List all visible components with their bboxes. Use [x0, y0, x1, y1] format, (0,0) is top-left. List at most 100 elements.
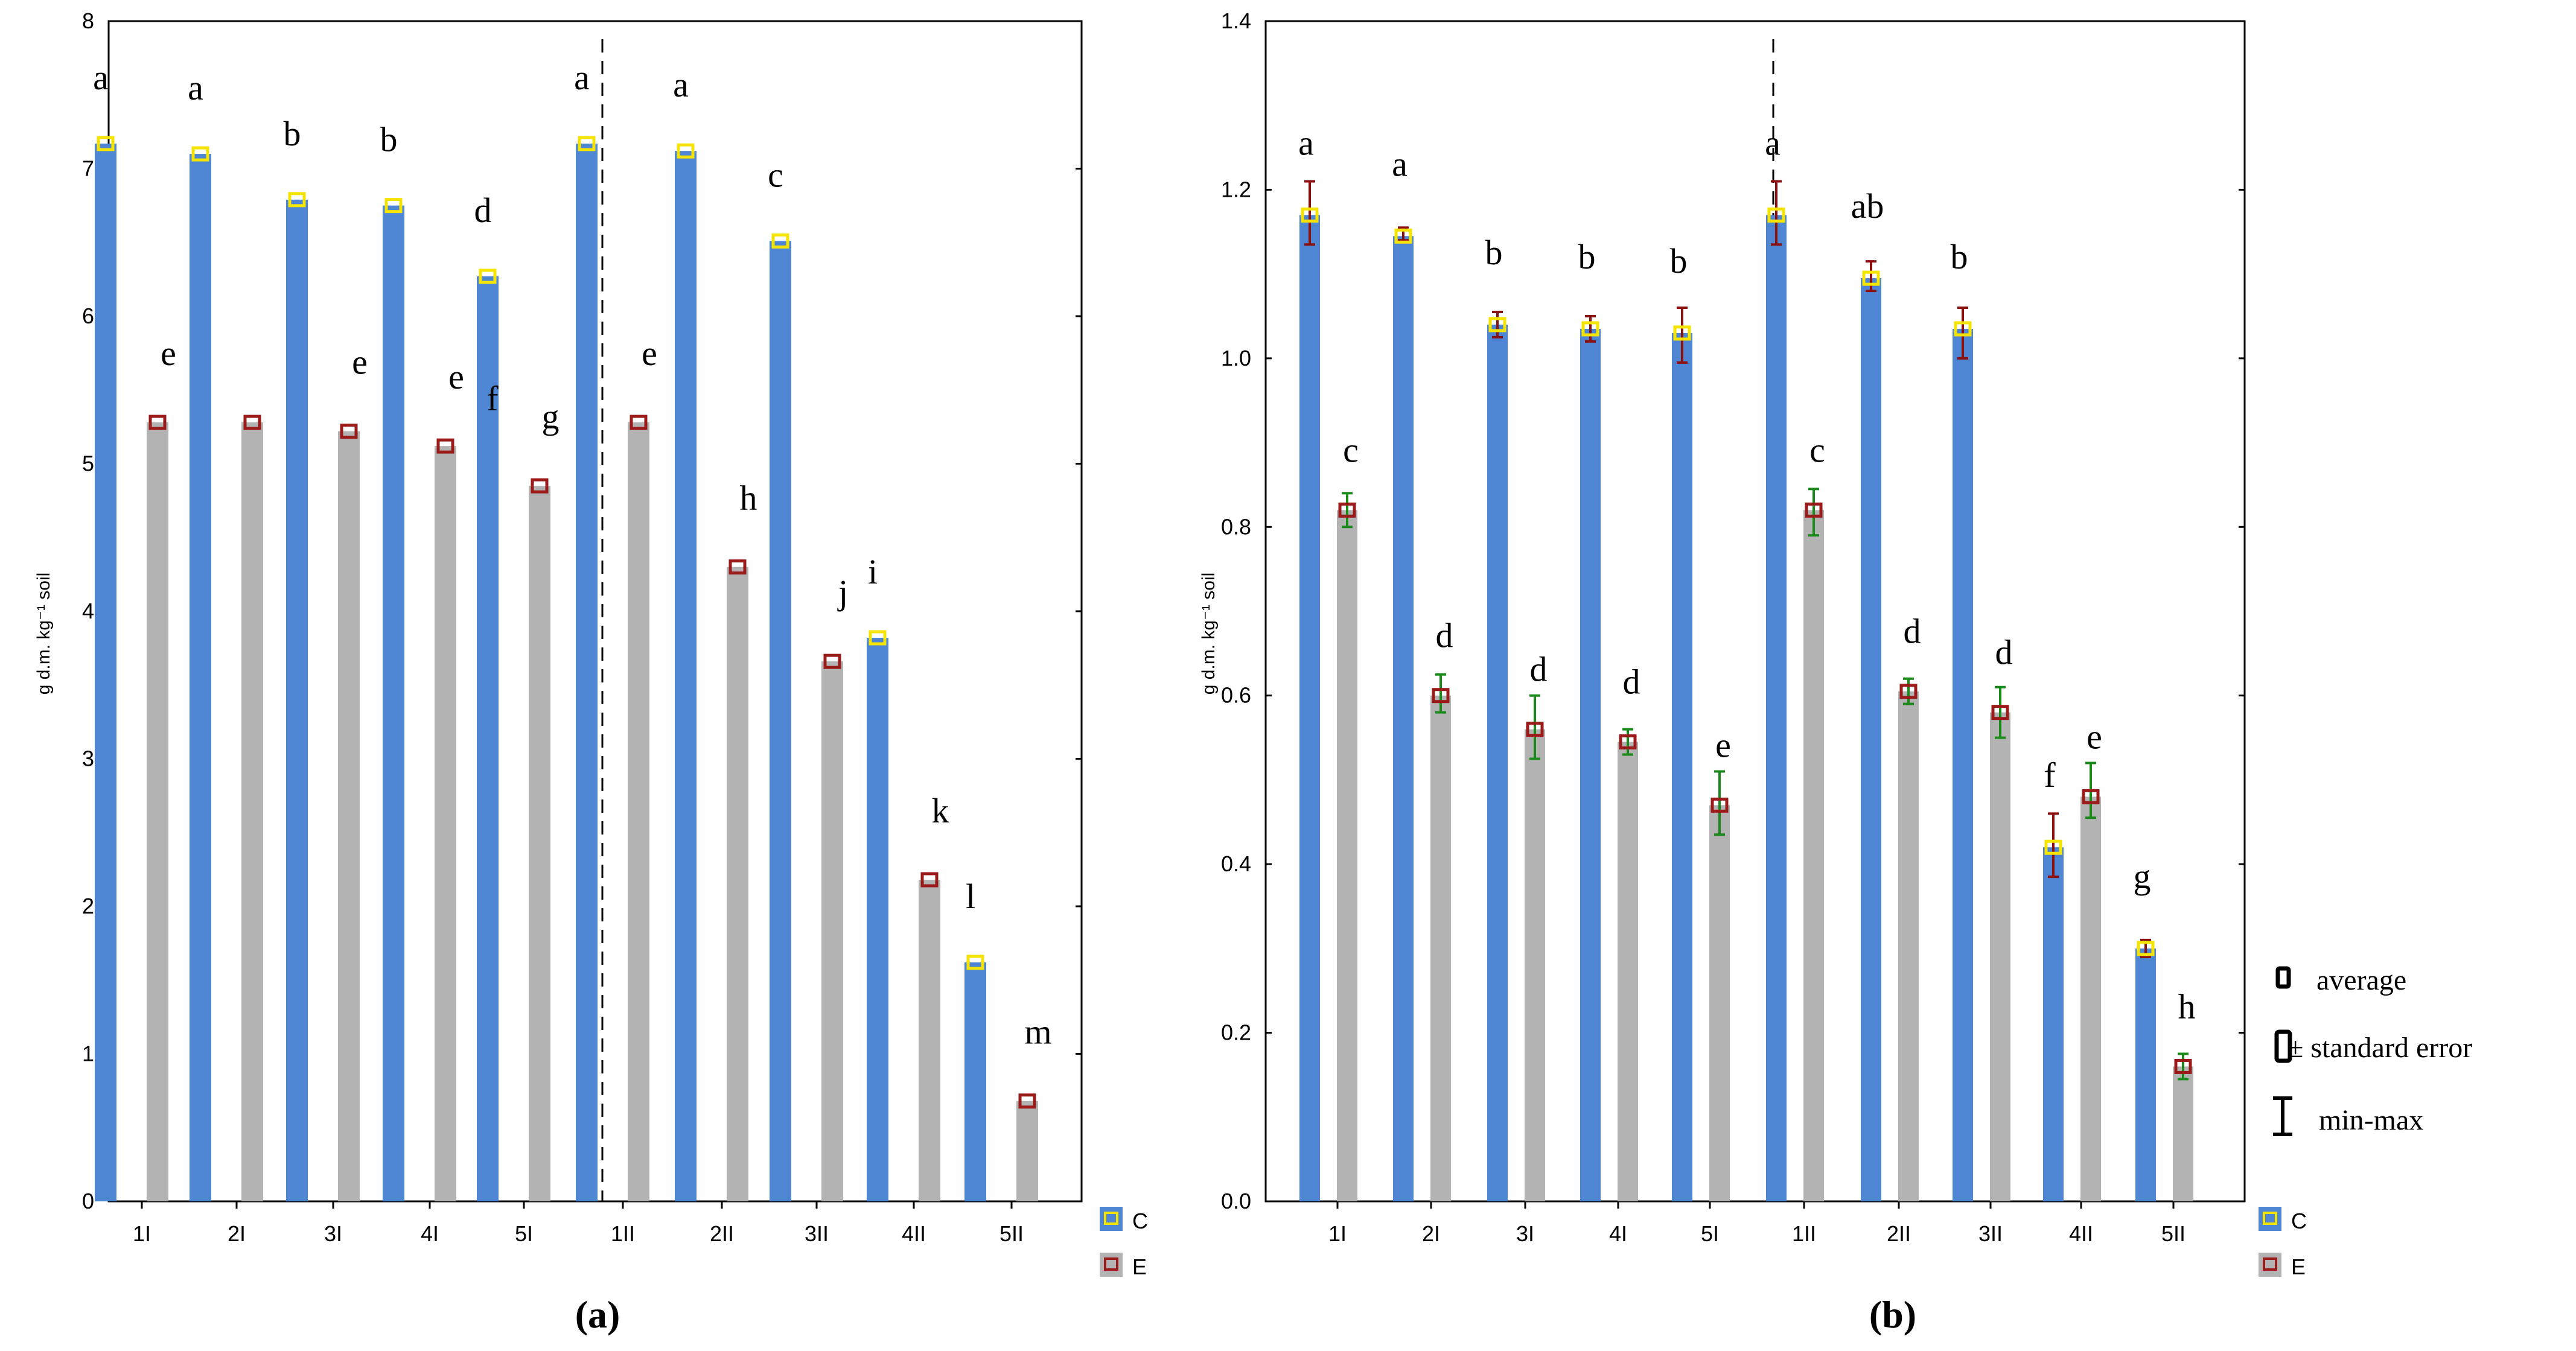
chart-a-group-letter: b — [380, 120, 398, 159]
chart-b-group-letter: a — [1765, 123, 1781, 162]
chart-b-bar-C-4I — [1580, 328, 1601, 1201]
chart-a-avg-marker-C-4I — [384, 198, 403, 214]
chart-b-ylabel: g d.m. kg⁻¹ soil — [1199, 573, 1219, 695]
chart-b-avg-marker-E-2I — [1432, 688, 1450, 704]
chart-b-group-letter: h — [2178, 987, 2196, 1026]
chart-a-avg-marker-C-3II — [771, 233, 789, 249]
chart-b-bar-C-3I — [1487, 324, 1508, 1201]
chart-a-xtick-label: 5I — [515, 1221, 533, 1246]
min-max-icon — [2273, 1096, 2292, 1136]
chart-a-avg-marker-E-3II — [823, 653, 841, 669]
chart-b-ytick-label: 0.6 — [1221, 683, 1251, 708]
chart-b-avg-marker-C-1II — [1767, 207, 1785, 223]
chart-b-avg-marker-E-1II — [1805, 502, 1823, 518]
chart-b-avg-marker-E-1I — [1338, 502, 1356, 518]
chart-b-xtick-label: 5I — [1701, 1221, 1719, 1246]
chart-a-bar-C-5II — [964, 962, 986, 1201]
chart-a-bar-E-5II — [1016, 1101, 1038, 1201]
chart-a-ytick-label: 4 — [82, 599, 94, 623]
chart-b-bar-E-2I — [1430, 695, 1451, 1201]
chart-b-avg-marker-C-4I — [1581, 321, 1599, 337]
chart-a-avg-marker-E-3I — [340, 424, 358, 439]
chart-a-bar-C-4II — [867, 638, 888, 1201]
chart-a-legend-label-C: C — [1132, 1209, 1148, 1233]
chart-b-avg-marker-C-5I — [1673, 325, 1691, 341]
chart-b-xtick-label: 1II — [1792, 1221, 1816, 1246]
chart-b-avg-marker-E-4I — [1619, 734, 1637, 750]
chart-b-group-letter: a — [1298, 123, 1314, 162]
chart-b-caption: (b) — [1869, 1293, 1916, 1336]
chart-b-bar-C-3II — [1953, 328, 1973, 1201]
chart-b-xtick-label: 2II — [1887, 1221, 1911, 1246]
chart-a-bar-E-1II — [628, 422, 649, 1201]
chart-b-group-letter: b — [1670, 241, 1688, 281]
stat-legend: average ± standard error min-max — [2273, 964, 2472, 1136]
chart-a-group-letter: a — [574, 58, 590, 97]
chart-b-legend-label-E: E — [2291, 1254, 2306, 1279]
chart-b-group-letter: ab — [1851, 186, 1884, 226]
chart-a-bar-C-2I — [190, 154, 211, 1201]
chart-a-ytick-label: 1 — [82, 1041, 94, 1066]
chart-a-group-letter: a — [188, 68, 203, 107]
chart-a-avg-marker-E-5II — [1018, 1093, 1036, 1109]
chart-b-group-letter: c — [1809, 430, 1825, 469]
chart-b-group-letter: c — [1343, 430, 1359, 469]
chart-a-group-letter: f — [486, 379, 499, 418]
chart-b-xtick-label: 4II — [2069, 1221, 2093, 1246]
chart-b-bar-E-3I — [1525, 729, 1545, 1201]
chart-a-avg-marker-E-4I — [436, 438, 454, 454]
chart-a-ytick-label: 5 — [82, 451, 94, 476]
chart-a-xtick-label: 5II — [999, 1221, 1024, 1246]
chart-b-group-letter: d — [1530, 650, 1548, 689]
chart-a-avg-marker-E-4II — [920, 872, 939, 888]
chart-b-avg-marker-E-5I — [1710, 797, 1729, 813]
chart-a-ytick-label: 8 — [82, 8, 94, 33]
chart-a-ytick-label: 7 — [82, 156, 94, 181]
chart-a-avg-marker-C-5I — [479, 269, 497, 284]
chart-a-bar-E-4I — [435, 446, 456, 1202]
chart-b-bar-C-5I — [1672, 332, 1692, 1201]
chart-a-avg-marker-E-1I — [148, 415, 167, 430]
chart-a-group-letter: e — [352, 343, 368, 382]
chart-a-xtick-label: 4I — [421, 1221, 439, 1246]
chart-b-ytick-label: 0.8 — [1221, 514, 1251, 539]
chart-b-errorbar-C-4II — [2048, 812, 2059, 879]
chart-a-bar-C-3II — [770, 241, 791, 1202]
chart-b-bar-C-1II — [1766, 215, 1787, 1201]
chart-b-avg-marker-E-5II — [2174, 1058, 2192, 1074]
chart-a-group-letter: e — [448, 357, 464, 396]
chart-a-legend-marker-E — [1104, 1257, 1118, 1271]
chart-a-xtick-label: 3I — [324, 1221, 342, 1246]
chart-b-ytick-label: 0.2 — [1221, 1020, 1251, 1045]
chart-b-group-letter: d — [1904, 612, 1921, 651]
chart-b-avg-marker-C-2I — [1394, 228, 1412, 244]
chart-a-group-letter: i — [868, 552, 878, 591]
chart-a-group-letter: a — [93, 58, 109, 97]
chart-b-bar-E-4II — [2080, 796, 2101, 1201]
chart-b-errorbar-E-1I — [1342, 492, 1353, 529]
chart-b-bar-E-2II — [1898, 691, 1919, 1201]
chart-a-xtick-label: 1I — [133, 1221, 151, 1246]
chart-a-avg-marker-C-1II — [578, 136, 596, 151]
chart-a-avg-marker-C-2II — [677, 143, 695, 159]
chart-b-ytick-label: 0.0 — [1221, 1189, 1251, 1213]
chart-b-errorbar-C-3II — [1957, 307, 1968, 360]
chart-b-avg-marker-E-4II — [2082, 789, 2100, 804]
chart-a-group-letter: b — [284, 114, 301, 153]
chart-a-group-letter: m — [1024, 1012, 1051, 1052]
chart-a-ytick-label: 2 — [82, 894, 94, 918]
chart-a-ytick-label: 0 — [82, 1189, 94, 1213]
chart-b-group-letter: d — [1623, 663, 1640, 702]
chart-b-avg-marker-C-5II — [2137, 941, 2155, 956]
chart-b-bar-E-1II — [1803, 510, 1824, 1202]
chart-a-ylabel: g d.m. kg⁻¹ soil — [34, 573, 54, 695]
chart-b-errorbar-C-4I — [1585, 315, 1596, 343]
chart-a-ytick-label: 3 — [82, 746, 94, 771]
chart-b-xtick-label: 1I — [1328, 1221, 1347, 1246]
chart-b-errorbar-C-3I — [1492, 311, 1503, 339]
chart-a-avg-marker-C-1I — [97, 136, 115, 151]
chart-b-bar-C-2II — [1861, 278, 1881, 1202]
chart-a-xtick-label: 1II — [611, 1221, 635, 1246]
chart-a-caption: (a) — [575, 1293, 620, 1336]
chart-b-avg-marker-C-1I — [1301, 207, 1319, 223]
